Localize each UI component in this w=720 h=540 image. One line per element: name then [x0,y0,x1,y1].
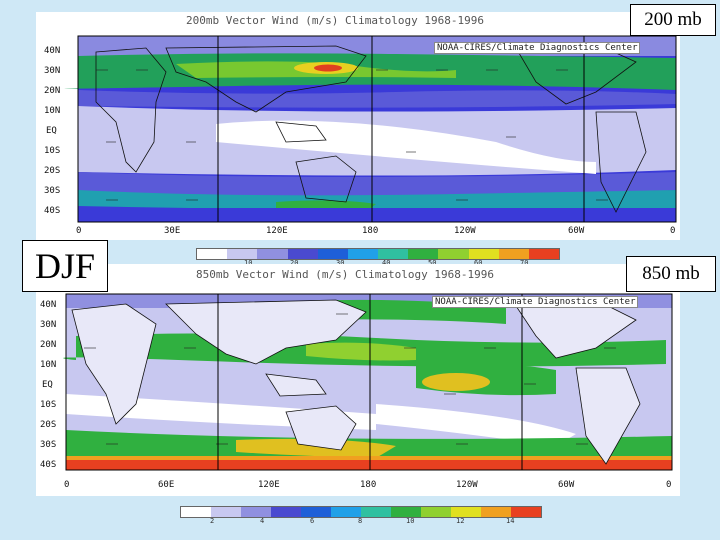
colorbar-swatch [451,507,481,517]
colorbar-swatch [421,507,451,517]
lat-label: 30S [44,186,61,196]
colorbar-200mb [196,248,560,260]
colorbar-swatch [257,249,288,259]
level-tag-850mb: 850 mb [626,256,716,292]
lon-label: 60W [568,226,585,236]
lon-label: 60W [558,480,575,490]
colorbar-tick: 10 [244,259,253,267]
colorbar-swatch [511,507,541,517]
colorbar-tick: 6 [310,517,315,525]
lat-label: 40S [40,460,57,470]
lon-label: 30E [164,226,181,236]
lon-label: 180 [362,226,379,236]
lon-label: 180 [360,480,377,490]
colorbar-tick: 14 [506,517,515,525]
colorbar-tick: 4 [260,517,265,525]
lon-label: 120E [266,226,288,236]
lon-label: 0 [64,480,70,490]
lat-label: 10S [40,400,57,410]
colorbar-tick: 10 [406,517,415,525]
lon-label: 60E [158,480,175,490]
colorbar-swatch [391,507,421,517]
colorbar-tick: 70 [520,259,529,267]
colorbar-850mb [180,506,542,518]
lon-label: 120W [454,226,476,236]
colorbar-swatch [211,507,241,517]
lat-label: 10S [44,146,61,156]
colorbar-swatch [347,249,379,259]
lat-label: 20N [44,86,61,96]
lat-label: 20N [40,340,57,350]
wind-map-850mb [63,293,673,471]
colorbar-swatch [241,507,271,517]
lat-label: 40N [40,300,57,310]
lon-label: 120W [456,480,478,490]
lat-label: EQ [42,380,53,390]
lat-label: 40S [44,206,61,216]
colorbar-swatch [227,249,258,259]
lat-label: 40N [44,46,61,56]
lat-label: 20S [40,420,57,430]
colorbar-tick: 30 [336,259,345,267]
colorbar-tick: 2 [210,517,215,525]
colorbar-tick: 40 [382,259,391,267]
lon-label: 0 [666,480,672,490]
colorbar-swatch [468,249,499,259]
colorbar-swatch [317,249,348,259]
colorbar-swatch [271,507,301,517]
credit-850mb: NOAA-CIRES/Climate Diagnostics Center [432,296,639,308]
colorbar-swatch [481,507,511,517]
lat-label: 30N [40,320,57,330]
colorbar-swatch [438,249,469,259]
colorbar-tick: 20 [290,259,299,267]
colorbar-swatch [378,249,409,259]
map-panel-200mb: 200mb Vector Wind (m/s) Climatology 1968… [36,12,680,240]
map-panel-850mb: 850mb Vector Wind (m/s) Climatology 1968… [36,264,680,496]
credit-200mb: NOAA-CIRES/Climate Diagnostics Center [434,42,641,54]
lat-label: 20S [44,166,61,176]
colorbar-swatch [361,507,391,517]
colorbar-tick: 60 [474,259,483,267]
colorbar-swatch [287,249,318,259]
colorbar-tick: 8 [358,517,363,525]
lat-label: 10N [44,106,61,116]
lat-label: 30S [40,440,57,450]
season-tag-djf: DJF [22,240,108,292]
colorbar-tick: 12 [456,517,465,525]
colorbar-tick: 50 [428,259,437,267]
level-tag-200mb: 200 mb [630,4,716,36]
lat-label: EQ [46,126,57,136]
colorbar-swatch [181,507,211,517]
map-title-200mb: 200mb Vector Wind (m/s) Climatology 1968… [186,14,485,27]
map-title-850mb: 850mb Vector Wind (m/s) Climatology 1968… [196,268,495,281]
lon-label: 0 [76,226,82,236]
lat-label: 30N [44,66,61,76]
lat-label: 10N [40,360,57,370]
colorbar-swatch [498,249,529,259]
lon-label: 120E [258,480,280,490]
wind-map-200mb [64,35,677,223]
colorbar-swatch [197,249,228,259]
colorbar-swatch [408,249,439,259]
lon-label: 0 [670,226,676,236]
colorbar-swatch [528,249,560,259]
colorbar-swatch [301,507,331,517]
colorbar-swatch [331,507,361,517]
